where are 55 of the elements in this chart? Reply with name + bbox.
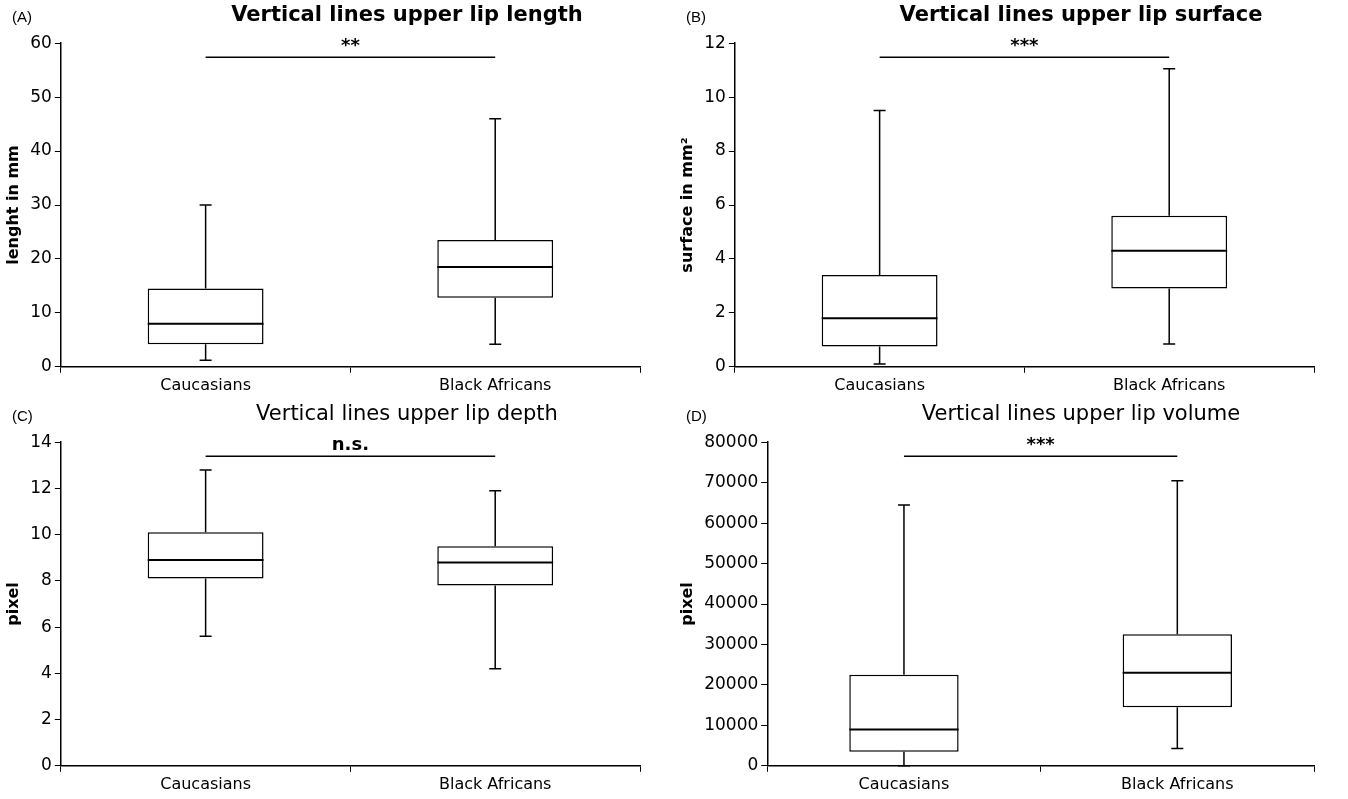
y-tick-label: 12: [704, 31, 726, 52]
y-tick-label: 30: [30, 193, 52, 214]
chart-title: Vertical lines upper lip depth: [255, 401, 559, 425]
text: (C): [12, 407, 33, 424]
x-tick-label: Black Africans: [1121, 773, 1234, 793]
y-tick-label: 80000: [704, 430, 759, 451]
y-tick-label: 8: [41, 569, 52, 590]
chart-title: Vertical lines upper lip volume: [920, 401, 1242, 425]
y-axis-title: lenght in mm: [2, 145, 22, 265]
x-tick-label: Caucasians: [160, 773, 252, 793]
annotation: **: [341, 33, 361, 55]
y-tick-label: 8: [715, 139, 726, 160]
text: (B): [686, 8, 706, 25]
y-tick-label: 2: [41, 707, 52, 728]
chart-title: Vertical lines upper lip surface: [898, 2, 1264, 26]
y-tick-label: 0: [41, 754, 52, 775]
x-tick-label: Black Africans: [1112, 374, 1226, 394]
y-tick-label: 14: [30, 430, 52, 451]
y-tick-label: 70000: [704, 471, 759, 492]
y-tick-label: 50: [30, 85, 52, 106]
chart-title: Vertical lines upper lip length: [230, 2, 584, 26]
y-tick-label: 2: [715, 301, 726, 322]
y-tick-label: 10: [704, 85, 726, 106]
text: (A): [12, 8, 32, 25]
annotation: ***: [1026, 432, 1056, 454]
annotation: n.s.: [331, 432, 370, 454]
y-tick-label: 4: [715, 247, 726, 268]
y-tick-label: 10: [30, 523, 52, 544]
y-axis-title: pixel: [676, 582, 696, 626]
y-tick-label: 6: [715, 193, 726, 214]
x-tick-label: Caucasians: [858, 773, 950, 793]
y-tick-label: 30000: [704, 632, 759, 653]
y-tick-label: 0: [715, 355, 726, 376]
y-tick-label: 0: [747, 754, 759, 775]
x-tick-label: Black Africans: [438, 773, 552, 793]
x-tick-label: Caucasians: [834, 374, 926, 394]
y-tick-label: 20: [30, 247, 52, 268]
x-tick-label: Caucasians: [160, 374, 252, 394]
y-tick-label: 0: [41, 355, 52, 376]
y-tick-label: 40000: [704, 592, 759, 613]
y-axis-title: surface in mm²: [676, 137, 696, 273]
y-axis-title: pixel: [2, 582, 22, 626]
y-tick-label: 4: [41, 661, 52, 682]
y-tick-label: 50000: [704, 551, 759, 572]
annotation: ***: [1010, 33, 1040, 55]
x-tick-label: Black Africans: [438, 374, 552, 394]
y-tick-label: 40: [30, 139, 52, 160]
y-tick-label: 10000: [704, 713, 759, 734]
y-tick-label: 6: [41, 615, 52, 636]
y-tick-label: 60: [30, 31, 52, 52]
y-tick-label: 60000: [704, 511, 759, 532]
y-tick-label: 20000: [704, 673, 759, 694]
text: (D): [686, 407, 707, 424]
y-tick-label: 10: [30, 301, 52, 322]
y-tick-label: 12: [30, 476, 52, 497]
